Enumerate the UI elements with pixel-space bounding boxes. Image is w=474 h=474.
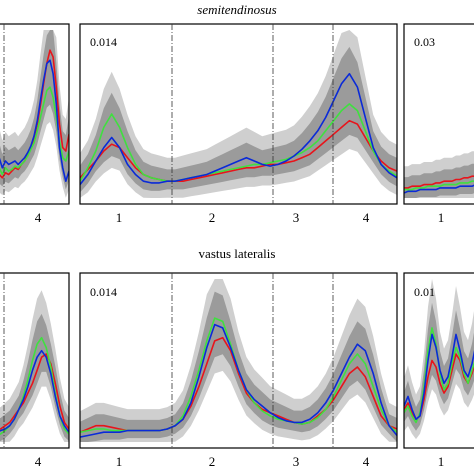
panel-vl-left-frame — [0, 272, 70, 449]
panel-st-left: 4 — [0, 23, 70, 225]
phase-label: 1 — [438, 454, 445, 469]
series-line-green — [80, 103, 397, 182]
phase-label: 3 — [293, 210, 300, 225]
phase-label: 2 — [209, 210, 216, 225]
phase-label: 4 — [363, 454, 370, 469]
panel-st-mid-plot — [80, 30, 397, 198]
variability-band-inner — [80, 291, 397, 442]
phase-label: 1 — [438, 210, 445, 225]
panel-st-left-plot — [0, 30, 69, 198]
scale-label: 0.01 — [414, 285, 435, 299]
scale-label: 0.014 — [90, 285, 117, 299]
series-line-blue — [80, 72, 397, 186]
phase-label: 1 — [116, 454, 123, 469]
phase-label: 3 — [293, 454, 300, 469]
series-line-blue — [404, 184, 474, 194]
panel-vl-right-plot — [404, 279, 474, 440]
panel-st-left-frame — [0, 23, 70, 205]
panel-st-mid: 0.014 1 2 3 4 — [79, 23, 398, 225]
phase-label: 2 — [209, 454, 216, 469]
series-line-blue — [0, 349, 69, 433]
panel-vl-mid-plot — [80, 279, 397, 442]
series-line-red — [0, 353, 69, 430]
series-line-blue — [404, 333, 474, 420]
panel-vl-mid: 0.014 1 2 3 4 — [79, 272, 398, 469]
panel-vl-right-frame — [403, 272, 474, 449]
phase-label: 4 — [35, 454, 42, 469]
panel-st-right-frame — [403, 23, 474, 205]
panel-st-right-plot — [404, 151, 474, 198]
row-title-semitendinosus: semitendinosus — [197, 2, 276, 17]
panel-st-mid-frame — [79, 23, 398, 205]
panel-vl-left-plot — [0, 290, 69, 442]
panel-vl-mid-frame — [79, 272, 398, 449]
scale-label: 0.03 — [414, 35, 435, 49]
phase-label: 4 — [35, 210, 42, 225]
phase-label: 1 — [116, 210, 123, 225]
row-title-vastus-lateralis: vastus lateralis — [199, 246, 276, 261]
series-line-red — [80, 119, 397, 182]
series-line-green — [404, 180, 474, 191]
scale-label: 0.014 — [90, 35, 117, 49]
variability-band-inner — [80, 46, 397, 193]
phase-label: 4 — [363, 210, 370, 225]
series-line-blue — [0, 59, 69, 182]
panel-vl-left: 4 — [0, 272, 70, 469]
series-line-blue — [80, 323, 397, 438]
series-line-green — [404, 327, 474, 424]
series-line-red — [404, 175, 474, 189]
panel-st-right: 0.03 1 — [403, 23, 474, 225]
panel-vl-right: 0.01 1 — [403, 272, 474, 469]
